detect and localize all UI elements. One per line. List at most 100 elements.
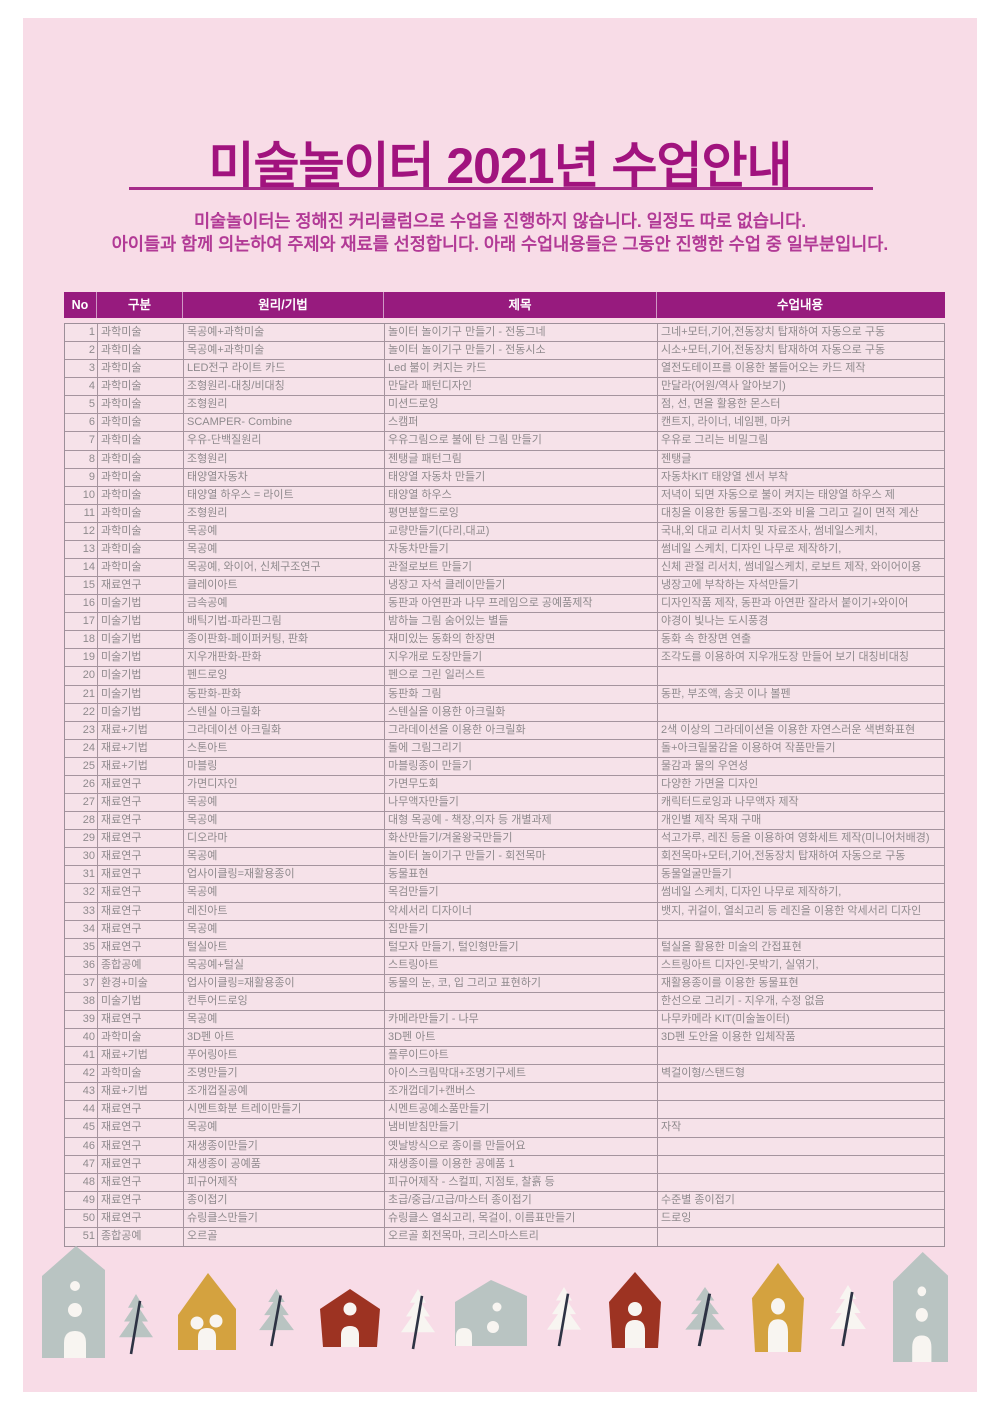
table-row: 24 재료+기법 스톤아트 돌에 그림그리기 돌+아크릴물감을 이용하여 작품만들기 (65, 739, 944, 758)
table-row: 36 종합공예 목공예+털실 스트링아트 스트링아트 디자인-못박기, 실엮기, (65, 956, 944, 975)
cell-technique: SCAMPER- Combine (184, 414, 385, 432)
cell-content: 석고가루, 레진 등을 이용하여 영화세트 제작(미니어처배경) (661, 832, 930, 845)
cell-category: 과학미술 (98, 468, 184, 486)
cell-content: 2색 이상의 그라데이션을 이용한 자연스러운 색변화표현 (661, 723, 916, 736)
cell-category: 미술기법 (98, 685, 184, 703)
cell-category: 재료+기법 (98, 757, 184, 775)
cell-content (658, 1083, 944, 1100)
table-row: 50 재료연구 슈링클스만들기 슈링클스 열쇠고리, 목걸이, 이름표만들기 드로잉 (65, 1209, 944, 1228)
table-row: 2 과학미술 목공예+과학미술 놀이터 놀이기구 만들기 - 전동시소 시소+모터,기어… (65, 342, 944, 361)
cell-title: 마블링종이 만들기 (385, 757, 658, 775)
page-subtitle: 미술놀이터는 정해진 커리큘럼으로 수업을 진행하지 않습니다. 일정도 따로 … (0, 210, 1000, 256)
cell-no: 30 (65, 848, 98, 866)
cell-category: 미술기법 (98, 613, 184, 631)
cell-technique: 종이접기 (184, 1191, 385, 1209)
cell-no: 49 (65, 1191, 98, 1209)
cell-content: 나무카메라 KIT(미술놀이터) (661, 1012, 790, 1025)
cell-title: 악세서리 디자이너 (385, 902, 658, 920)
cell-technique: 재생종이만들기 (184, 1137, 385, 1155)
cell-no: 27 (65, 794, 98, 812)
cell-category: 재료연구 (98, 866, 184, 884)
table-row: 25 재료+기법 마블링 마블링종이 만들기 물감과 물의 우연성 (65, 757, 944, 776)
table-row: 46 재료연구 재생종이만들기 옛날방식으로 종이를 만들어요 (65, 1137, 944, 1156)
cell-no: 7 (65, 432, 98, 450)
cell-category: 종합공예 (98, 956, 184, 974)
cell-title: 아이스크림막대+조명기구세트 (385, 1065, 658, 1083)
cell-category: 과학미술 (98, 432, 184, 450)
cell-title: 옛날방식으로 종이를 만들어요 (385, 1137, 658, 1155)
tree-icon (399, 1287, 437, 1350)
cell-category: 재료연구 (98, 812, 184, 830)
column-header: 원리/기법 (183, 292, 384, 318)
tree-icon (545, 1285, 583, 1347)
cell-technique: 금속공예 (184, 595, 385, 613)
cell-no: 22 (65, 703, 98, 721)
table-row: 6 과학미술 SCAMPER- Combine 스캠퍼 캔트지, 라이너, 네임펜, 마… (65, 414, 944, 433)
cell-title: 동판과 아연판과 나무 프레임으로 공예품제작 (385, 595, 658, 613)
cell-technique: 태양열자동차 (184, 468, 385, 486)
cell-category: 과학미술 (98, 378, 184, 396)
cell-title: 화산만들기/겨울왕국만들기 (385, 830, 658, 848)
cell-technique: 목공예 (184, 794, 385, 812)
cell-title: 털모자 만들기, 털인형만들기 (385, 938, 658, 956)
cell-title: 냉장고 자석 클레이만들기 (385, 577, 658, 595)
cell-category: 미술기법 (98, 649, 184, 667)
cell-content (658, 921, 944, 938)
cell-no: 48 (65, 1173, 98, 1191)
cell-no: 28 (65, 812, 98, 830)
cell-content: 재활용종이를 이용한 동물표현 (661, 976, 799, 989)
cell-technique: 스텐실 아크릴화 (184, 703, 385, 721)
cell-title: 우유그림으로 불에 탄 그림 만들기 (385, 432, 658, 450)
cell-category: 재료연구 (98, 775, 184, 794)
cell-content (658, 667, 944, 684)
cell-no: 1 (65, 324, 98, 342)
cell-no: 31 (65, 866, 98, 884)
cell-technique: 목공예, 와이어, 신체구조연구 (184, 559, 385, 577)
cell-content: 그네+모터,기어,전동장치 탑재하여 자동으로 구동 (661, 326, 886, 338)
cell-no: 50 (65, 1209, 98, 1227)
table-row: 33 재료연구 레진아트 악세서리 디자이너 뱃지, 귀걸이, 열쇠고리 등 레진을 이… (65, 902, 944, 921)
cell-category: 재료연구 (98, 884, 184, 902)
cell-technique: 푸어링아트 (184, 1047, 385, 1065)
table-row: 8 과학미술 조형원리 젠탱글 패턴그림 젠탱글 (65, 450, 944, 469)
table-row: 37 환경+미술 업사이클링=재활용종이 동물의 눈, 코, 입 그리고 표현하기 재활… (65, 974, 944, 993)
cell-technique: 배틱기법-파라핀그림 (184, 613, 385, 631)
table-row: 40 과학미술 3D펜 아트 3D펜 아트 3D펜 도안을 이용한 입체작품 (65, 1029, 944, 1048)
cell-title: 동판화 그림 (385, 685, 658, 703)
cell-no: 47 (65, 1155, 98, 1173)
cell-no: 41 (65, 1047, 98, 1065)
cell-content: 야경이 빛나는 도시풍경 (661, 615, 769, 628)
table-row: 1 과학미술 목공예+과학미술 놀이터 놀이기구 만들기 - 전동그네 그네+모터,기어… (65, 324, 944, 343)
cell-category: 미술기법 (98, 703, 184, 721)
table-row: 9 과학미술 태양열자동차 태양열 자동차 만들기 자동차KIT 태양열 센서 부착 (65, 468, 944, 487)
table-row: 42 과학미술 조명만들기 아이스크림막대+조명기구세트 벽걸이형/스탠드형 (65, 1065, 944, 1084)
cell-title: 태양열 하우스 (385, 486, 658, 504)
cell-content (658, 1047, 944, 1064)
cell-content: 돌+아크릴물감을 이용하여 작품만들기 (661, 741, 836, 754)
cell-category: 종합공예 (98, 1227, 184, 1246)
cell-category: 재료연구 (98, 1119, 184, 1137)
cell-no: 38 (65, 992, 98, 1010)
table-row: 20 미술기법 펜드로잉 펜으로 그린 일러스트 (65, 667, 944, 686)
subtitle-line: 아이들과 함께 의논하여 주제와 재료를 선정합니다. 아래 수업내용들은 그동… (111, 234, 889, 254)
cell-content: 뱃지, 귀걸이, 열쇠고리 등 레진을 이용한 악세서리 디자인 (661, 904, 922, 917)
cell-no: 39 (65, 1010, 98, 1029)
cell-category: 재료연구 (98, 1137, 184, 1155)
cell-technique: 지우개판화-판화 (184, 649, 385, 667)
page-title: 미술놀이터 2021년 수업안내 (208, 138, 792, 194)
cell-technique: 조형원리 (184, 450, 385, 468)
cell-no: 4 (65, 378, 98, 396)
cell-content: 물감과 물의 우연성 (661, 759, 749, 772)
table-row: 43 재료+기법 조개껍질공예 조개껍데기+캔버스 (65, 1083, 944, 1102)
cell-title: 냄비받침만들기 (385, 1119, 658, 1137)
cell-no: 20 (65, 667, 98, 685)
cell-technique: 목공예 (184, 848, 385, 866)
cell-no: 37 (65, 974, 98, 992)
cell-category: 환경+미술 (98, 974, 184, 992)
cell-content: 디자인작품 제작, 동판과 아연판 잘라서 붙이기+와이어 (661, 597, 909, 610)
table-row: 7 과학미술 우유-단백질원리 우유그림으로 불에 탄 그림 만들기 우유로 그리는 비… (65, 432, 944, 451)
house-icon (320, 1289, 380, 1347)
table-row: 15 재료연구 클레이아트 냉장고 자석 클레이만들기 냉장고에 부착하는 자석만들기 (65, 577, 944, 596)
column-header: 수업내용 (776, 298, 823, 312)
cell-content: 썸네일 스케치, 디자인 나무로 제작하기, (661, 886, 842, 899)
